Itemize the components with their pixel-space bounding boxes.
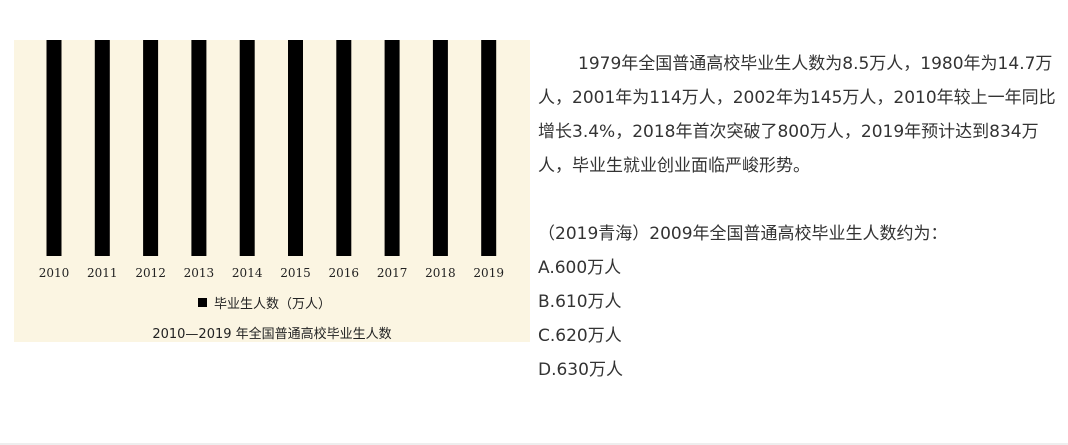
x-tick-2018: 2018 [425,266,456,280]
x-tick-2012: 2012 [135,266,166,280]
question-panel: 1979年全国普通高校毕业生人数为8.5万人，1980年为14.7万人，2001… [538,47,1058,387]
chart-title: 2010—2019 年全国普通高校毕业生人数 [152,327,392,342]
bar-2014 [239,40,255,257]
x-tick-2019: 2019 [473,266,504,280]
x-tick-2013: 2013 [184,266,215,280]
legend-swatch [198,298,207,307]
bar-2017 [384,40,400,256]
option-c[interactable]: C.620万人 [538,326,622,346]
bar-2012 [143,40,159,257]
chart-plot: 6312010660201168020126992013727201474920… [39,40,504,280]
option-a[interactable]: A.600万人 [538,258,622,278]
bar-2010 [46,40,62,257]
bar-2011 [94,40,110,256]
x-tick-2017: 2017 [377,266,408,280]
x-tick-2010: 2010 [39,266,70,280]
bar-chart: 6312010660201168020126992013727201474920… [14,40,530,342]
x-tick-2014: 2014 [232,266,263,280]
bar-2013 [191,40,207,256]
chart-legend: 毕业生人数（万人） [198,293,331,312]
legend-label: 毕业生人数（万人） [214,297,332,312]
x-tick-2011: 2011 [87,266,118,280]
question-stem: （2019青海）2009年全国普通高校毕业生人数约为： [538,224,948,244]
bar-2019 [481,40,497,256]
bar-2018 [432,40,448,256]
x-tick-2016: 2016 [329,266,360,280]
option-b[interactable]: B.610万人 [538,292,622,312]
bar-2016 [336,40,352,256]
passage-intro: 1979年全国普通高校毕业生人数为8.5万人，1980年为14.7万人，2001… [538,54,1056,176]
option-d[interactable]: D.630万人 [538,360,623,380]
answer-options: A.600万人 B.610万人 C.620万人 D.630万人 [538,251,1058,387]
x-tick-2015: 2015 [280,266,311,280]
bottom-divider [0,443,1068,445]
bar-2015 [288,40,303,256]
